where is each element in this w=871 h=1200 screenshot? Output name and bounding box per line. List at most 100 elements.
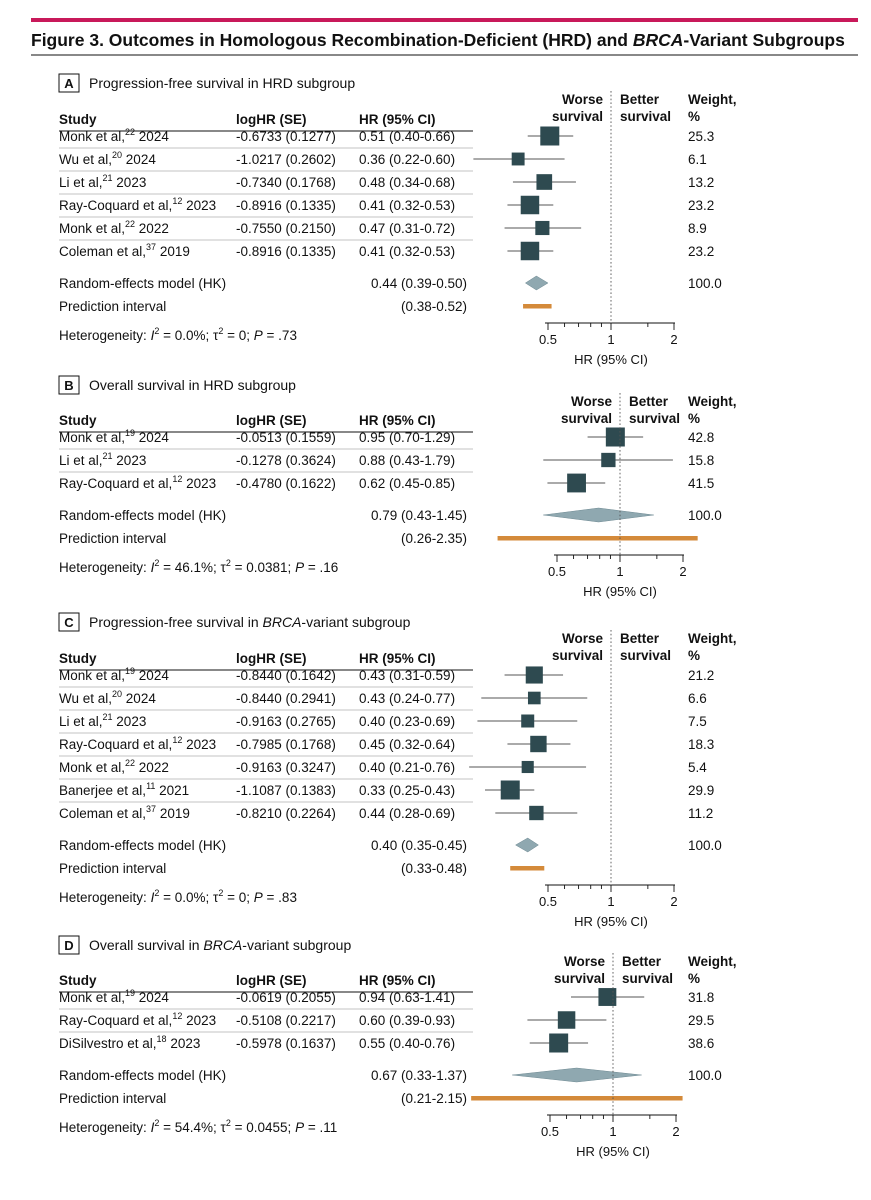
pooled-label: Random-effects model (HK)	[59, 508, 226, 523]
study-name: Li et al,21 2023	[59, 173, 146, 190]
study-name: Monk et al,22 2024	[59, 127, 169, 144]
panel-c: C Progression-free survival in BRCA-varia…	[58, 612, 737, 929]
pooled-label: Random-effects model (HK)	[59, 838, 226, 853]
study-name: Li et al,21 2023	[59, 451, 146, 468]
study-weight-box	[535, 220, 550, 236]
study-hr-ci: 0.88 (0.43-1.79)	[359, 453, 455, 468]
table-row: DiSilvestro et al,18 2023 -0.5978 (0.1637…	[59, 1033, 714, 1053]
study-weight: 29.9	[688, 783, 714, 798]
pooled-hr-ci: 0.44 (0.39-0.50)	[371, 276, 467, 291]
study-weight: 25.3	[688, 129, 714, 144]
study-weight: 29.5	[688, 1013, 714, 1028]
panel-letter: B	[64, 378, 73, 393]
study-loghr: -1.0217 (0.2602)	[236, 152, 336, 167]
x-axis-title: HR (95% CI)	[583, 584, 657, 599]
column-header-weight-unit: %	[688, 971, 700, 986]
x-axis-tick-label: 2	[672, 1124, 679, 1139]
panel-title: Overall survival in HRD subgroup	[89, 377, 296, 393]
study-weight: 18.3	[688, 737, 714, 752]
table-row: Monk et al,22 2024 -0.6733 (0.1277) 0.51 (…	[59, 126, 714, 149]
panel-b: B Overall survival in HRD subgroup Worse su…	[58, 375, 737, 599]
panel-title: Overall survival in BRCA-variant subgrou…	[89, 937, 351, 953]
better-survival-label: survival	[620, 109, 671, 124]
study-loghr: -0.7550 (0.2150)	[236, 221, 336, 236]
study-loghr: -0.7985 (0.1768)	[236, 737, 336, 752]
study-hr-ci: 0.43 (0.31-0.59)	[359, 668, 455, 683]
study-loghr: -0.1278 (0.3624)	[236, 453, 336, 468]
study-hr-ci: 0.33 (0.25-0.43)	[359, 783, 455, 798]
study-name: Li et al,21 2023	[59, 712, 146, 729]
pooled-hr-ci: 0.67 (0.33-1.37)	[371, 1068, 467, 1083]
study-weight-box	[527, 691, 541, 705]
column-header-weight: Weight,	[688, 92, 737, 107]
better-survival-label: Better	[622, 954, 662, 969]
study-weight-box	[520, 241, 540, 261]
table-row: Monk et al,19 2024 -0.0513 (0.1559) 0.95 (…	[59, 427, 714, 450]
prediction-interval-value: (0.38-0.52)	[401, 299, 467, 314]
panel-letter-box	[58, 375, 80, 395]
study-weight-box	[536, 174, 553, 190]
study-name: Banerjee et al,11 2021	[59, 781, 189, 798]
table-row: Coleman et al,37 2019 -0.8916 (0.1335) 0.4…	[59, 241, 714, 261]
worse-survival-label: survival	[561, 411, 612, 426]
study-name: Monk et al,19 2024	[59, 428, 169, 445]
worse-survival-label: Worse	[562, 92, 604, 107]
worse-survival-label: Worse	[564, 954, 606, 969]
table-row: Coleman et al,37 2019 -0.8210 (0.2264) 0.4…	[59, 804, 713, 821]
column-header-weight: Weight,	[688, 631, 737, 646]
column-header-study: Study	[59, 413, 97, 428]
panel-title: Progression-free survival in BRCA-varian…	[89, 614, 411, 630]
study-weight: 8.9	[688, 221, 707, 236]
column-header-weight-unit: %	[688, 411, 700, 426]
panel-a: A Progression-free survival in HRD subgro…	[58, 73, 737, 367]
prediction-interval-value: (0.26-2.35)	[401, 531, 467, 546]
worse-survival-label: survival	[554, 971, 605, 986]
better-survival-label: survival	[622, 971, 673, 986]
worse-survival-label: Worse	[562, 631, 604, 646]
study-hr-ci: 0.60 (0.39-0.93)	[359, 1013, 455, 1028]
study-loghr: -0.8440 (0.2941)	[236, 691, 336, 706]
x-axis-tick-label: 2	[670, 332, 677, 347]
prediction-interval-bar	[471, 1096, 683, 1101]
study-hr-ci: 0.47 (0.31-0.72)	[359, 221, 455, 236]
study-weight: 11.2	[688, 806, 713, 821]
x-axis-tick-label: 0.5	[548, 564, 566, 579]
study-hr-ci: 0.48 (0.34-0.68)	[359, 175, 455, 190]
column-header-weight-unit: %	[688, 648, 700, 663]
pooled-weight: 100.0	[688, 508, 722, 523]
pooled-hr-ci: 0.40 (0.35-0.45)	[371, 838, 467, 853]
prediction-interval-bar	[510, 866, 545, 871]
heterogeneity-stats: Heterogeneity: I2 = 46.1%; τ2 = 0.0381; …	[59, 558, 338, 575]
study-hr-ci: 0.95 (0.70-1.29)	[359, 430, 455, 445]
panel-title: Progression-free survival in HRD subgrou…	[89, 75, 355, 91]
study-weight: 6.1	[688, 152, 707, 167]
table-row: Li et al,21 2023 -0.7340 (0.1768) 0.48 (0.…	[59, 173, 714, 195]
pooled-estimate-diamond	[524, 275, 549, 291]
column-header-hr: HR (95% CI)	[359, 413, 436, 428]
table-row: Ray-Coquard et al,12 2023 -0.4780 (0.1622…	[59, 473, 714, 493]
table-row: Ray-Coquard et al,12 2023 -0.8916 (0.1335…	[59, 195, 714, 218]
panel-letter-box	[58, 935, 80, 955]
panel-letter-box	[58, 73, 80, 93]
study-name: Ray-Coquard et al,12 2023	[59, 1011, 216, 1028]
column-header-study: Study	[59, 651, 97, 666]
study-hr-ci: 0.36 (0.22-0.60)	[359, 152, 455, 167]
table-row: Li et al,21 2023 -0.9163 (0.2765) 0.40 (0.…	[59, 712, 707, 734]
x-axis-tick-label: 0.5	[541, 1124, 559, 1139]
study-weight-box	[557, 1011, 576, 1029]
prediction-interval-bar	[523, 304, 552, 309]
prediction-interval-label: Prediction interval	[59, 531, 166, 546]
x-axis-tick-label: 1	[616, 564, 623, 579]
pooled-weight: 100.0	[688, 838, 722, 853]
prediction-interval-bar	[497, 536, 698, 541]
pooled-label: Random-effects model (HK)	[59, 276, 226, 291]
table-row: Ray-Coquard et al,12 2023 -0.7985 (0.1768…	[59, 735, 714, 757]
study-hr-ci: 0.41 (0.32-0.53)	[359, 244, 455, 259]
study-loghr: -0.0513 (0.1559)	[236, 430, 336, 445]
study-weight-box	[529, 805, 544, 821]
study-weight: 15.8	[688, 453, 714, 468]
study-weight: 6.6	[688, 691, 707, 706]
panel-d: D Overall survival in BRCA-variant subgro…	[58, 935, 737, 1159]
study-name: DiSilvestro et al,18 2023	[59, 1034, 200, 1051]
table-row: Li et al,21 2023 -0.1278 (0.3624) 0.88 (0.…	[59, 451, 714, 473]
